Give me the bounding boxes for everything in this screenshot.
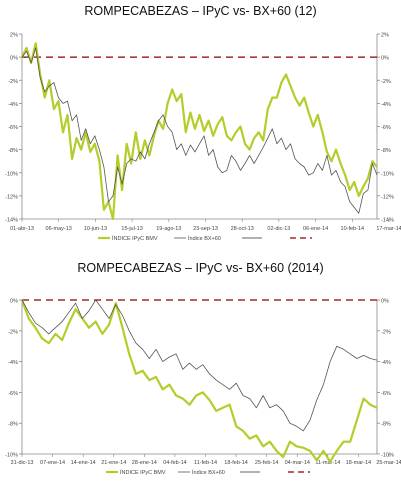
- x-tick-label: 11-mar-14: [315, 460, 340, 466]
- x-tick-label: 25-mar-14: [376, 460, 401, 466]
- x-tick-label: 06-ene-14: [303, 226, 328, 232]
- x-tick-label: 02-dic-13: [267, 226, 290, 232]
- x-tick-label: 07-ene-14: [40, 460, 65, 466]
- x-tick-label: 28-ene-14: [132, 460, 157, 466]
- x-tick-label: 18-mar-14: [346, 460, 371, 466]
- y-tick-label: 2%: [10, 33, 18, 39]
- legend-label-ipyc: ÍNDICE IPyC BMV: [120, 469, 166, 476]
- legend-label-bx60: Índice BX+60: [188, 235, 221, 242]
- legend-label-bx60: Índice BX+60: [192, 469, 225, 476]
- y-tick-label: -2%: [381, 329, 391, 335]
- x-tick-label: 15-jul-13: [121, 226, 142, 232]
- x-tick-label: 06-may-13: [46, 226, 72, 232]
- x-tick-label: 25-feb-14: [255, 460, 279, 466]
- x-tick-label: 23-sep-13: [193, 226, 218, 232]
- series-line-bx60: [21, 299, 378, 432]
- y-tick-label: 0%: [381, 299, 389, 305]
- y-tick-label: -8%: [381, 422, 391, 428]
- x-tick-label: 21-ene-14: [101, 460, 126, 466]
- y-tick-label: -2%: [8, 79, 18, 85]
- x-tick-label: 17-mar-14: [376, 226, 401, 232]
- chart-title: ROMPECABEZAS – IPyC vs- BX+60 (2014): [77, 261, 324, 275]
- y-tick-label: -10%: [5, 171, 18, 177]
- y-tick-label: -4%: [381, 102, 391, 108]
- series-line-ipyc: [21, 42, 378, 221]
- y-tick-label: -4%: [8, 102, 18, 108]
- y-tick-label: -2%: [8, 329, 18, 335]
- x-tick-label: 11-feb-14: [194, 460, 217, 466]
- x-tick-label: 14-ene-14: [71, 460, 96, 466]
- x-tick-label: 01-abr-13: [10, 226, 34, 232]
- chart-title: ROMPECABEZAS – IPyC vs- BX+60 (12): [84, 4, 317, 18]
- legend-label-ipyc: ÍNDICE IPyC BMV: [112, 235, 158, 242]
- y-tick-label: 0%: [10, 299, 18, 305]
- x-tick-label: 10-feb-14: [341, 226, 365, 232]
- series-line-ipyc: [20, 299, 378, 463]
- y-tick-label: 0%: [381, 56, 389, 62]
- y-tick-label: -8%: [381, 148, 391, 154]
- x-tick-label: 19-ago-13: [156, 226, 181, 232]
- y-tick-label: -6%: [381, 391, 391, 397]
- x-tick-label: 28-oct-13: [231, 226, 254, 232]
- y-tick-label: -8%: [8, 422, 18, 428]
- y-tick-label: -6%: [8, 125, 18, 131]
- y-tick-label: 2%: [381, 33, 389, 39]
- y-tick-label: -2%: [381, 79, 391, 85]
- x-tick-label: 10-jun-13: [84, 226, 107, 232]
- y-tick-label: -10%: [381, 453, 394, 459]
- y-tick-label: -10%: [5, 453, 18, 459]
- y-tick-label: -12%: [5, 194, 18, 200]
- x-tick-label: 31-dic-13: [11, 460, 34, 466]
- y-tick-label: -14%: [381, 218, 394, 224]
- y-tick-label: -6%: [381, 125, 391, 131]
- y-tick-label: -12%: [381, 194, 394, 200]
- x-tick-label: 18-feb-14: [224, 460, 248, 466]
- y-tick-label: -10%: [381, 171, 394, 177]
- y-tick-label: -6%: [8, 391, 18, 397]
- y-tick-label: -4%: [8, 360, 18, 366]
- y-tick-label: -8%: [8, 148, 18, 154]
- y-tick-label: 0%: [10, 56, 18, 62]
- x-tick-label: 04-feb-14: [163, 460, 187, 466]
- y-tick-label: -14%: [5, 218, 18, 224]
- series-line-bx60: [21, 47, 378, 214]
- y-tick-label: -4%: [381, 360, 391, 366]
- x-tick-label: 04-mar-14: [285, 460, 310, 466]
